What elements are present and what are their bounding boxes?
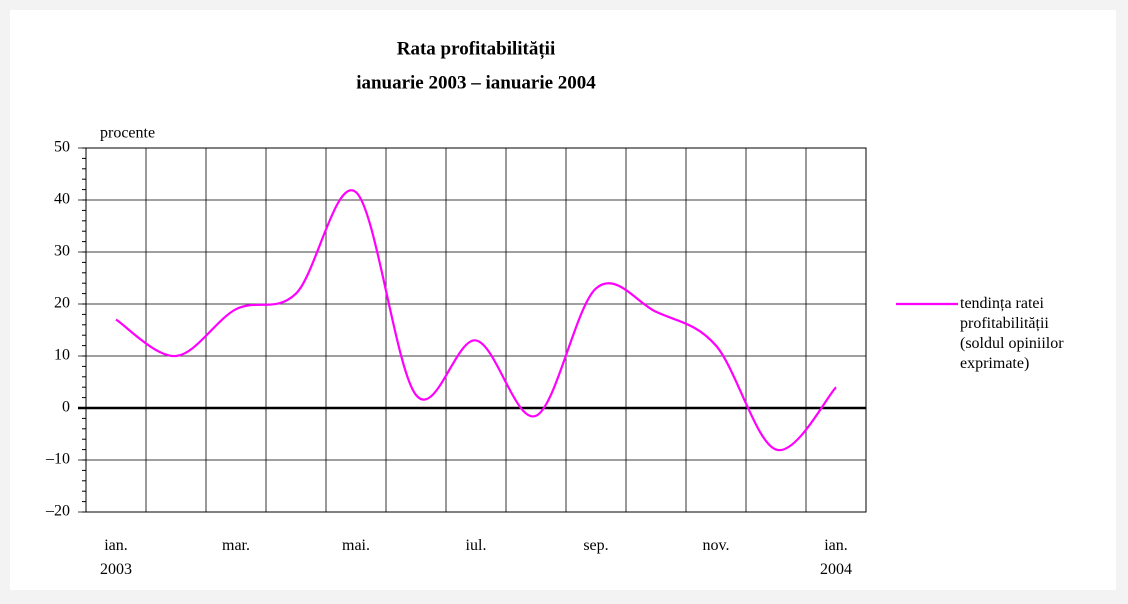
y-tick-label: –20 xyxy=(45,503,70,520)
x-tick-label: iul. xyxy=(465,537,487,554)
chart-subtitle: ianuarie 2003 – ianuarie 2004 xyxy=(356,72,596,93)
chart-title: Rata profitabilității xyxy=(397,38,556,59)
y-tick-label: 30 xyxy=(54,243,70,260)
y-tick-label: 0 xyxy=(62,399,70,416)
x-tick-label: nov. xyxy=(702,537,730,554)
y-tick-label: 40 xyxy=(54,191,70,208)
series-line xyxy=(115,189,837,452)
x-tick-label: mai. xyxy=(342,537,370,554)
y-tick-label: 20 xyxy=(54,295,70,312)
y-tick-label: –10 xyxy=(45,451,70,468)
x-tick-label: sep. xyxy=(583,537,609,554)
x-tick-label: ian. 2004 xyxy=(820,537,852,578)
x-tick-label: mar. xyxy=(222,537,250,554)
plot-area xyxy=(85,147,867,513)
x-tick-label: ian. 2003 xyxy=(100,537,132,578)
y-tick-label: 10 xyxy=(54,347,70,364)
y-axis-label: procente xyxy=(100,125,155,142)
legend-label: tendința ratei profitabilității (soldul … xyxy=(960,295,1064,372)
y-tick-label: 50 xyxy=(54,139,70,156)
